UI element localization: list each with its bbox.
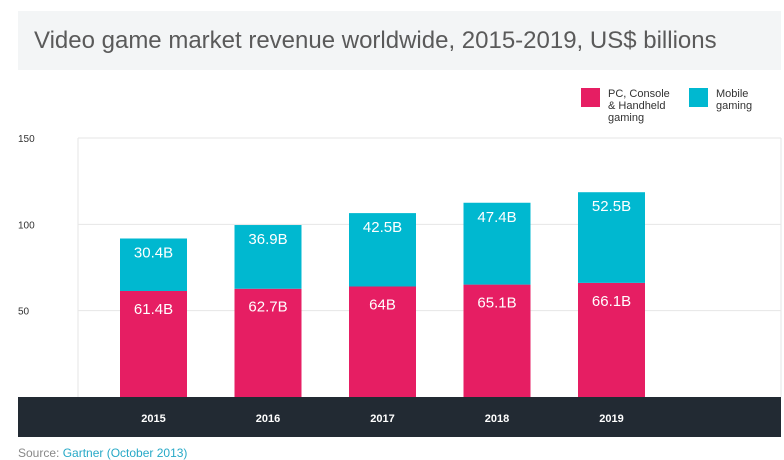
y-tick-label-50: 50 [18, 307, 30, 318]
bar-mobile-2015 [120, 238, 187, 291]
legend-item-pc-console: PC, Console & Handheld gaming [581, 88, 678, 124]
bar-label-mobile-2018: 47.4B [477, 209, 516, 226]
x-tick-label-2018: 2018 [485, 413, 509, 425]
bar-chart: 50 100 150 61.4B 30.4B 2015 62.7B 36.9B 2016 64B 4… [18, 134, 782, 437]
legend-swatch-mobile [689, 88, 708, 107]
bar-label-pc-2015: 61.4B [134, 301, 173, 318]
bar-pc-2015 [120, 290, 187, 397]
bar-mobile-2019 [578, 192, 645, 283]
bar-label-pc-2018: 65.1B [477, 295, 516, 312]
legend-item-mobile: Mobile gaming [689, 88, 771, 112]
bar-pc-2018 [463, 284, 531, 397]
legend-label-pc-console: PC, Console & Handheld gaming [608, 88, 670, 124]
source-link[interactable]: Gartner (October 2013) [62, 446, 188, 460]
bar-label-mobile-2015: 30.4B [134, 244, 173, 261]
bar-pc-2016 [234, 288, 302, 397]
bar-mobile-2018 [463, 202, 531, 285]
x-tick-label-2017: 2017 [370, 413, 394, 425]
bar-pc-2017 [349, 286, 416, 397]
x-axis-band [18, 397, 781, 437]
source-prefix: Source: [18, 446, 60, 460]
x-tick-label-2015: 2015 [141, 413, 165, 425]
source-line: Source: Gartner (October 2013) [18, 446, 187, 460]
y-tick-label-150: 150 [18, 134, 35, 145]
bar-label-pc-2017: 64B [369, 296, 396, 313]
bar-label-pc-2016: 62.7B [248, 299, 287, 316]
bar-label-mobile-2017: 42.5B [363, 219, 402, 236]
x-tick-label-2016: 2016 [256, 413, 280, 425]
y-tick-label-100: 100 [18, 220, 35, 231]
bar-pc-2019 [578, 282, 645, 397]
bar-label-pc-2019: 66.1B [592, 293, 631, 310]
title-bar: Video game market revenue worldwide, 201… [18, 11, 781, 70]
bar-label-mobile-2019: 52.5B [592, 198, 631, 215]
legend-swatch-pc-console [581, 88, 600, 107]
chart-title: Video game market revenue worldwide, 201… [34, 27, 717, 54]
bar-mobile-2016 [234, 225, 302, 289]
legend-label-mobile: Mobile gaming [716, 88, 753, 112]
bar-mobile-2017 [349, 213, 416, 287]
bar-label-mobile-2016: 36.9B [248, 231, 287, 248]
x-tick-label-2019: 2019 [599, 413, 623, 425]
